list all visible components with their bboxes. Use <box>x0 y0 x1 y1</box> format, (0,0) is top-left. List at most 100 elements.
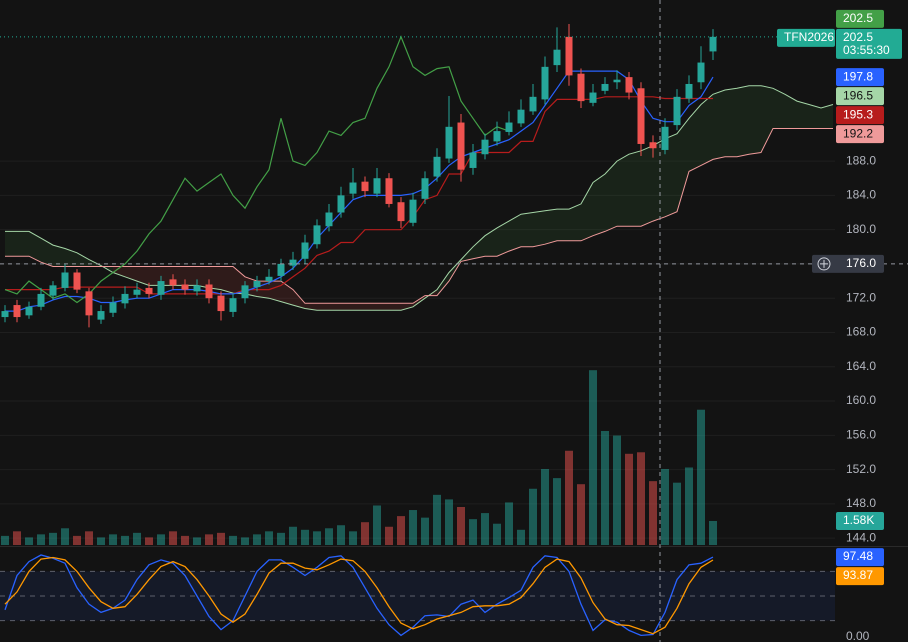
volume-bar <box>37 534 45 545</box>
cloud-fill <box>401 303 413 311</box>
symbol-tag-text: TFN2026 <box>784 30 834 44</box>
candle-body <box>457 122 465 170</box>
candle-body <box>373 178 381 194</box>
candle-body <box>1 311 9 318</box>
cloud-fill <box>605 161 617 232</box>
candle-body <box>121 293 129 304</box>
candle-body <box>493 131 501 142</box>
price-tag <box>836 68 884 87</box>
cloud-fill <box>797 101 809 129</box>
candle-body <box>409 199 417 223</box>
cloud-fill <box>521 212 533 247</box>
candle-body <box>133 289 141 295</box>
cloud-fill <box>713 89 725 160</box>
price-tag <box>836 106 884 125</box>
cloud-fill <box>197 266 209 288</box>
candle-body <box>661 126 669 150</box>
volume-bar <box>505 502 513 545</box>
candle-body <box>625 77 633 93</box>
volume-bar <box>625 453 633 545</box>
cloud-fill <box>221 266 233 294</box>
cloud-fill <box>617 154 629 227</box>
price-tag-text: 197.8 <box>843 69 873 83</box>
crosshair-add-icon <box>820 259 828 268</box>
candle-body <box>145 287 153 294</box>
last-price-tag-text: 03:55:30 <box>843 43 890 57</box>
cloud-fill <box>701 94 713 166</box>
volume-bar <box>409 510 417 545</box>
volume-bar <box>121 535 129 545</box>
symbol-tag <box>777 28 835 47</box>
volume-bar <box>541 469 549 545</box>
y-tick-label: 0.00 <box>846 629 870 642</box>
volume-bar <box>241 537 249 545</box>
volume-bar <box>181 535 189 545</box>
cloud-fill <box>41 238 53 267</box>
volume-bar <box>637 452 645 545</box>
candle-body <box>361 181 369 192</box>
volume-bar <box>157 534 165 545</box>
y-tick-label: 156.0 <box>846 427 876 441</box>
candle-body <box>553 49 561 66</box>
candle-body <box>565 36 573 76</box>
cloud-fill <box>77 252 89 267</box>
y-tick-label: 144.0 <box>846 530 876 544</box>
y-tick-label: 152.0 <box>846 462 876 476</box>
cloud-fill <box>785 94 797 129</box>
volume-bar <box>649 481 657 545</box>
volume-bar <box>373 505 381 545</box>
volume-bar <box>601 431 609 545</box>
volume-bar <box>337 525 345 545</box>
volume-bar <box>289 526 297 545</box>
volume-bar <box>349 531 357 545</box>
candle-body <box>649 142 657 149</box>
price-tag <box>836 87 884 106</box>
candle-body <box>517 109 525 124</box>
volume-bar <box>565 450 573 545</box>
candle-body <box>613 79 621 83</box>
cloud-fill <box>773 88 785 129</box>
volume-bar <box>25 537 33 545</box>
cloud-fill <box>353 303 365 311</box>
cloud-fill <box>209 266 221 290</box>
stochastic-tag-text: 97.48 <box>843 549 873 563</box>
candle-body <box>397 202 405 222</box>
candle-body <box>589 92 597 103</box>
volume-bar <box>709 520 717 545</box>
price-tag-text: 196.5 <box>843 88 873 102</box>
y-tick-label: 168.0 <box>846 325 876 339</box>
cloud-fill <box>29 231 41 263</box>
candle-body <box>637 88 645 144</box>
candle-body <box>433 156 441 177</box>
candle-body <box>505 122 513 132</box>
stochastic-band <box>0 571 835 621</box>
volume-bar <box>325 528 333 545</box>
candle-body <box>337 195 345 213</box>
stochastic-tag <box>836 567 884 586</box>
cloud-fill <box>533 210 545 247</box>
y-tick-label: 164.0 <box>846 359 876 373</box>
volume-bar <box>205 534 213 545</box>
volume-bar <box>481 513 489 545</box>
cloud-line <box>5 128 833 304</box>
volume-bar <box>529 488 537 545</box>
candle-body <box>601 83 609 91</box>
cloud-fill <box>53 245 65 267</box>
volume-bar <box>193 537 201 545</box>
cloud-fill <box>689 104 701 172</box>
cloud-fill <box>569 203 581 241</box>
volume-bar <box>493 523 501 545</box>
volume-bar <box>133 532 141 545</box>
candle-body <box>49 285 57 296</box>
candle-body <box>673 96 681 126</box>
candle-body <box>421 178 429 199</box>
cloud-fill <box>677 118 689 212</box>
cloud-fill <box>809 104 821 129</box>
volume-bar <box>385 526 393 545</box>
cloud-fill <box>641 145 653 227</box>
volume-bar <box>577 484 585 545</box>
candle-body <box>229 298 237 312</box>
candle-body <box>469 152 477 168</box>
candle-body <box>169 279 177 286</box>
cloud-fill <box>581 182 593 241</box>
